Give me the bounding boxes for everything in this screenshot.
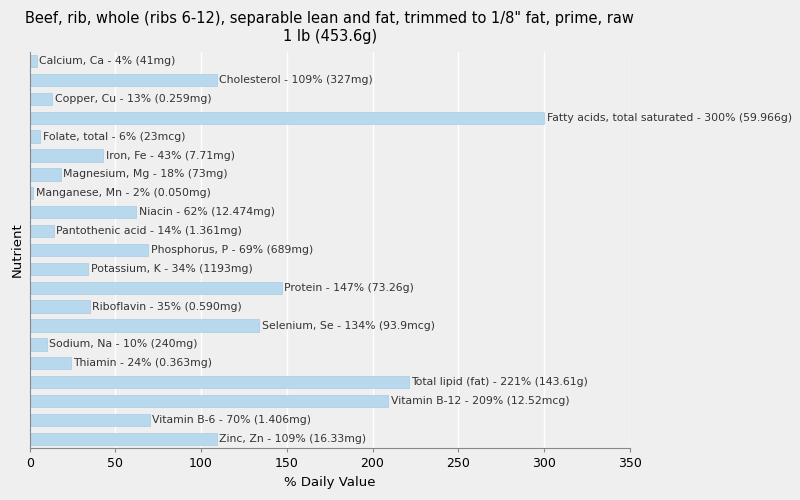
- Bar: [30, 187, 33, 200]
- Bar: [30, 414, 150, 426]
- Bar: [30, 130, 40, 143]
- Text: Sodium, Na - 10% (240mg): Sodium, Na - 10% (240mg): [50, 340, 198, 349]
- Text: Total lipid (fat) - 221% (143.61g): Total lipid (fat) - 221% (143.61g): [411, 377, 588, 387]
- Text: Calcium, Ca - 4% (41mg): Calcium, Ca - 4% (41mg): [39, 56, 175, 66]
- Bar: [30, 92, 52, 105]
- Text: Vitamin B-6 - 70% (1.406mg): Vitamin B-6 - 70% (1.406mg): [152, 415, 311, 425]
- X-axis label: % Daily Value: % Daily Value: [284, 476, 375, 489]
- Bar: [30, 168, 61, 180]
- Bar: [30, 262, 88, 275]
- Y-axis label: Nutrient: Nutrient: [11, 222, 24, 278]
- Bar: [30, 282, 282, 294]
- Bar: [30, 150, 103, 162]
- Text: Riboflavin - 35% (0.590mg): Riboflavin - 35% (0.590mg): [92, 302, 242, 312]
- Bar: [30, 244, 148, 256]
- Bar: [30, 206, 136, 218]
- Text: Pantothenic acid - 14% (1.361mg): Pantothenic acid - 14% (1.361mg): [56, 226, 242, 236]
- Bar: [30, 395, 388, 407]
- Text: Cholesterol - 109% (327mg): Cholesterol - 109% (327mg): [219, 75, 373, 85]
- Text: Manganese, Mn - 2% (0.050mg): Manganese, Mn - 2% (0.050mg): [36, 188, 210, 198]
- Text: Folate, total - 6% (23mcg): Folate, total - 6% (23mcg): [42, 132, 185, 141]
- Bar: [30, 55, 37, 67]
- Bar: [30, 225, 54, 237]
- Text: Selenium, Se - 134% (93.9mcg): Selenium, Se - 134% (93.9mcg): [262, 320, 435, 330]
- Text: Phosphorus, P - 69% (689mg): Phosphorus, P - 69% (689mg): [150, 245, 313, 255]
- Bar: [30, 300, 90, 313]
- Text: Iron, Fe - 43% (7.71mg): Iron, Fe - 43% (7.71mg): [106, 150, 235, 160]
- Text: Fatty acids, total saturated - 300% (59.966g): Fatty acids, total saturated - 300% (59.…: [546, 112, 792, 122]
- Bar: [30, 112, 544, 124]
- Text: Protein - 147% (73.26g): Protein - 147% (73.26g): [284, 282, 414, 292]
- Bar: [30, 338, 47, 350]
- Text: Niacin - 62% (12.474mg): Niacin - 62% (12.474mg): [138, 207, 274, 217]
- Bar: [30, 357, 71, 370]
- Text: Potassium, K - 34% (1193mg): Potassium, K - 34% (1193mg): [90, 264, 252, 274]
- Bar: [30, 74, 217, 86]
- Text: Zinc, Zn - 109% (16.33mg): Zinc, Zn - 109% (16.33mg): [219, 434, 366, 444]
- Bar: [30, 320, 259, 332]
- Text: Copper, Cu - 13% (0.259mg): Copper, Cu - 13% (0.259mg): [54, 94, 211, 104]
- Text: Thiamin - 24% (0.363mg): Thiamin - 24% (0.363mg): [74, 358, 212, 368]
- Title: Beef, rib, whole (ribs 6-12), separable lean and fat, trimmed to 1/8" fat, prime: Beef, rib, whole (ribs 6-12), separable …: [26, 11, 634, 44]
- Bar: [30, 432, 217, 445]
- Text: Magnesium, Mg - 18% (73mg): Magnesium, Mg - 18% (73mg): [63, 170, 228, 179]
- Bar: [30, 376, 409, 388]
- Text: Vitamin B-12 - 209% (12.52mcg): Vitamin B-12 - 209% (12.52mcg): [390, 396, 569, 406]
